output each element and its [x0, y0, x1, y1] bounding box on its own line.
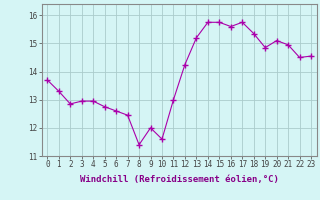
X-axis label: Windchill (Refroidissement éolien,°C): Windchill (Refroidissement éolien,°C) — [80, 175, 279, 184]
